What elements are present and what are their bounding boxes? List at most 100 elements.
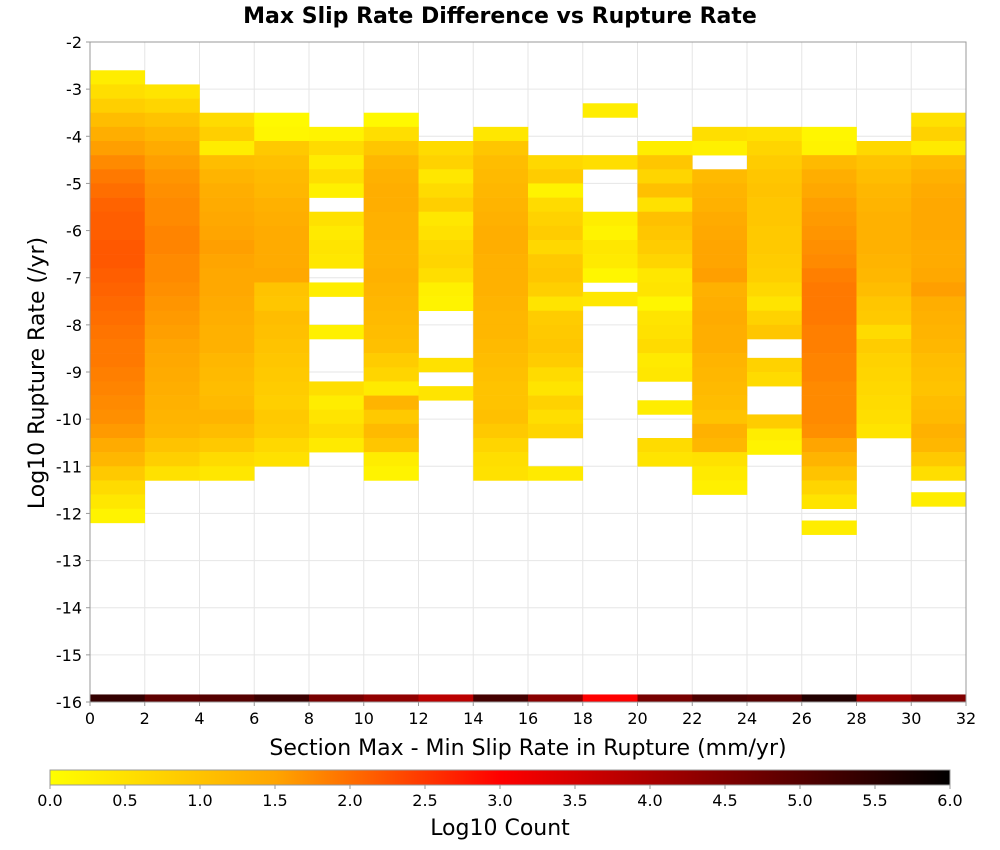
- heatmap-cell: [473, 310, 529, 326]
- heatmap-cell: [418, 155, 474, 170]
- heatmap-cell: [473, 452, 529, 467]
- heatmap-cell: [309, 240, 365, 255]
- heatmap-cell: [747, 357, 803, 373]
- colorbar-tick-label: 0.0: [37, 791, 62, 810]
- heatmap-cell: [309, 409, 365, 425]
- y-tick-label: -5: [66, 174, 82, 193]
- heatmap-cell: [692, 423, 748, 439]
- heatmap-cell: [856, 409, 912, 425]
- heatmap-cell: [473, 169, 529, 184]
- heatmap-cell: [199, 452, 255, 467]
- heatmap-cell: [528, 240, 584, 255]
- heatmap-cell: [911, 197, 967, 213]
- heatmap-cell: [254, 367, 310, 382]
- heatmap-cell: [144, 183, 200, 198]
- x-tick-label: 28: [846, 709, 866, 728]
- heatmap-cell: [528, 268, 584, 283]
- heatmap-cell: [528, 423, 584, 439]
- heatmap-cell: [309, 324, 365, 340]
- heatmap-cell: [363, 310, 419, 326]
- heatmap-cell: [90, 254, 146, 269]
- heatmap-cell: [911, 395, 967, 411]
- heatmap-cell: [199, 211, 255, 227]
- heatmap-cell: [911, 112, 967, 128]
- heatmap-cell: [801, 254, 857, 269]
- colorbar-tick-label: 2.0: [337, 791, 362, 810]
- heatmap-cell: [363, 155, 419, 170]
- heatmap-cell: [363, 141, 419, 156]
- y-tick-label: -6: [66, 222, 82, 241]
- heatmap-cells: [90, 70, 967, 702]
- heatmap-cell: [911, 339, 967, 354]
- heatmap-cell: [911, 254, 967, 269]
- heatmap-cell: [747, 155, 803, 170]
- colorbar-tick-label: 5.0: [787, 791, 812, 810]
- heatmap-cell: [90, 240, 146, 255]
- heatmap-cell: [911, 296, 967, 312]
- heatmap-cell: [254, 112, 310, 128]
- heatmap-cell: [692, 141, 748, 156]
- heatmap-cell: [309, 155, 365, 170]
- heatmap-cell: [90, 197, 146, 213]
- heatmap-cell: [199, 296, 255, 312]
- heatmap-cell: [418, 268, 474, 283]
- heatmap-cell: [254, 452, 310, 467]
- heatmap-cell: [144, 466, 200, 481]
- heatmap-cell: [856, 240, 912, 255]
- y-tick-label: -3: [66, 80, 82, 99]
- heatmap-cell: [254, 310, 310, 326]
- y-tick-label: -7: [66, 269, 82, 288]
- heatmap-cell: [637, 240, 693, 255]
- heatmap-cell: [911, 438, 967, 453]
- heatmap-cell: [418, 169, 474, 184]
- x-tick-label: 8: [304, 709, 314, 728]
- heatmap-cell: [637, 310, 693, 326]
- heatmap-cell: [254, 395, 310, 411]
- heatmap-cell: [528, 197, 584, 213]
- heatmap-cell: [254, 141, 310, 156]
- y-tick-label: -9: [66, 363, 82, 382]
- heatmap-cell: [144, 197, 200, 213]
- heatmap-cell: [199, 126, 255, 142]
- heatmap-cell: [363, 211, 419, 227]
- heatmap-cell: [254, 438, 310, 453]
- heatmap-cell: [90, 225, 146, 241]
- heatmap-cell: [637, 339, 693, 354]
- colorbar-tick-label: 4.5: [712, 791, 737, 810]
- heatmap-cell: [637, 400, 693, 415]
- heatmap-cell: [801, 480, 857, 495]
- heatmap-cell: [911, 423, 967, 439]
- y-tick-label: -15: [56, 646, 82, 665]
- heatmap-cell: [144, 240, 200, 255]
- y-tick-label: -14: [56, 599, 82, 618]
- heatmap-cell: [199, 155, 255, 170]
- heatmap-cell: [637, 324, 693, 340]
- heatmap-cell: [144, 169, 200, 184]
- heatmap-cell: [90, 112, 146, 128]
- heatmap-cell: [747, 211, 803, 227]
- heatmap-cell: [363, 423, 419, 439]
- heatmap-cell: [144, 211, 200, 227]
- heatmap-cell: [801, 296, 857, 312]
- heatmap-cell: [418, 282, 474, 297]
- heatmap-cell: [363, 395, 419, 411]
- heatmap-cell: [199, 240, 255, 255]
- colorbar-tick-label: 1.0: [187, 791, 212, 810]
- heatmap-cell: [254, 268, 310, 283]
- heatmap-cell: [911, 268, 967, 283]
- x-tick-label: 12: [408, 709, 428, 728]
- heatmap-cell: [144, 452, 200, 467]
- heatmap-cell: [363, 254, 419, 269]
- heatmap-cell: [528, 183, 584, 198]
- heatmap-cell: [911, 155, 967, 170]
- heatmap-cell: [528, 169, 584, 184]
- heatmap-cell: [911, 240, 967, 255]
- heatmap-cell: [254, 126, 310, 142]
- y-tick-label: -2: [66, 33, 82, 52]
- heatmap-cell: [637, 296, 693, 312]
- heatmap-cell: [801, 211, 857, 227]
- heatmap-cell: [90, 466, 146, 481]
- heatmap-cell: [528, 211, 584, 227]
- heatmap-cell: [144, 268, 200, 283]
- heatmap-cell: [473, 339, 529, 354]
